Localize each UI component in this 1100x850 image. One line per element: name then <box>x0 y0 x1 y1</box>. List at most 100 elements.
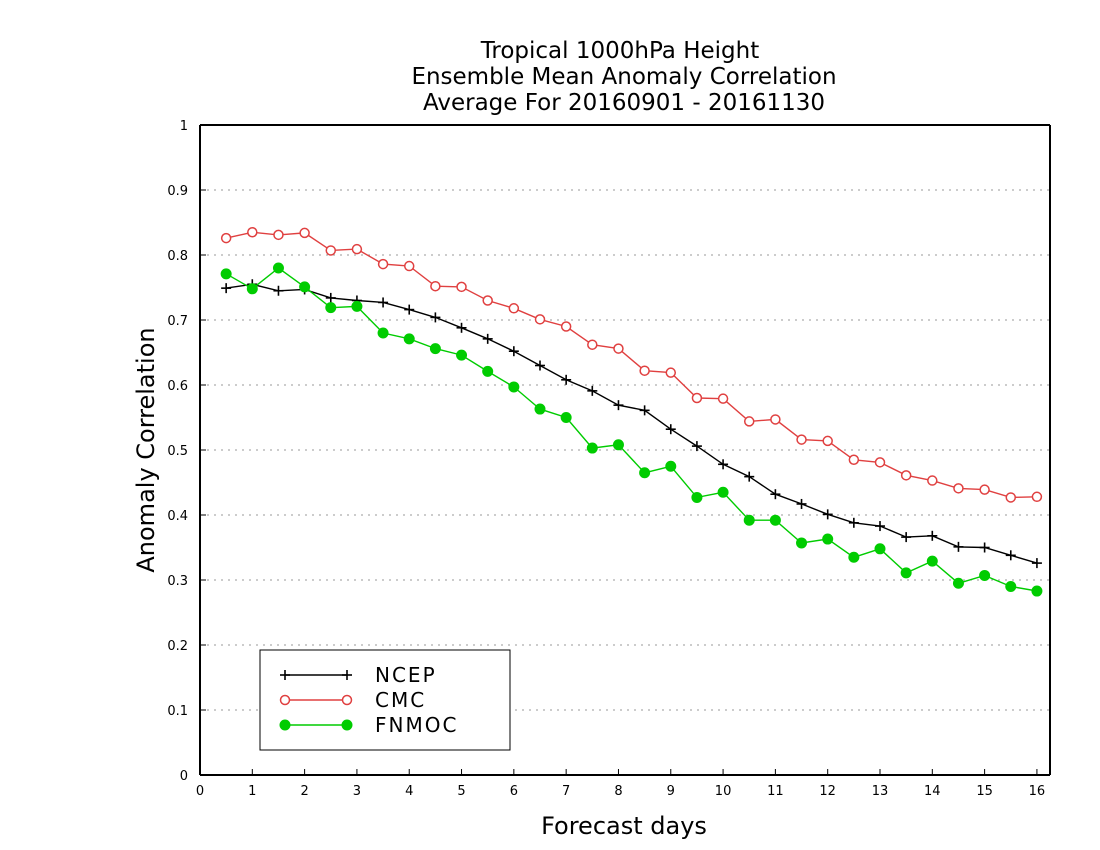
legend-label-ncep: NCEP <box>375 663 437 687</box>
x-tick-label-7: 7 <box>562 784 570 799</box>
x-tick-label-3: 3 <box>353 784 361 799</box>
point-ncep-27 <box>927 530 938 541</box>
x-tick-label-12: 12 <box>819 784 836 799</box>
point-ncep-10 <box>482 333 493 344</box>
point-cmc-15 <box>613 343 624 354</box>
point-cmc-14 <box>587 339 598 350</box>
point-cmc-7 <box>403 260 415 272</box>
chart-title: Tropical 1000hPa Height Ensemble Mean An… <box>411 38 836 116</box>
point-cmc-22 <box>796 434 807 445</box>
point-cmc-28 <box>953 483 964 494</box>
point-ncep-13 <box>561 374 572 385</box>
series-ncep <box>221 279 1042 569</box>
point-fnmoc-16 <box>639 467 651 479</box>
point-fnmoc-30 <box>1005 581 1017 592</box>
point-fnmoc-24 <box>848 551 860 563</box>
point-cmc-5 <box>351 243 363 255</box>
y-tick-label-2: 0.2 <box>167 639 188 654</box>
y-tick-label-7: 0.7 <box>167 314 188 329</box>
x-tick-label-2: 2 <box>300 784 308 799</box>
point-fnmoc-28 <box>952 577 964 589</box>
legend-marker-left-cmc <box>279 694 291 706</box>
point-fnmoc-17 <box>665 460 677 472</box>
y-tick-label-4: 0.4 <box>167 509 188 524</box>
point-cmc-6 <box>377 258 389 270</box>
point-fnmoc-15 <box>612 439 624 451</box>
point-fnmoc-14 <box>586 442 598 454</box>
x-tick-label-16: 16 <box>1029 784 1046 799</box>
point-cmc-29 <box>979 484 990 495</box>
point-cmc-4 <box>325 245 337 256</box>
point-fnmoc-18 <box>691 491 703 503</box>
point-ncep-12 <box>535 360 545 371</box>
point-cmc-8 <box>430 280 441 292</box>
point-cmc-24 <box>848 454 860 465</box>
point-fnmoc-22 <box>796 537 808 549</box>
x-tick-label-1: 1 <box>248 784 256 799</box>
point-cmc-21 <box>770 414 781 425</box>
point-cmc-1 <box>247 227 258 238</box>
point-cmc-18 <box>691 392 703 404</box>
point-fnmoc-23 <box>822 533 834 545</box>
point-ncep-14 <box>587 385 598 396</box>
point-cmc-16 <box>639 365 650 376</box>
point-ncep-7 <box>404 304 415 315</box>
chart-title-line-3: Average For 20160901 - 20161130 <box>423 90 825 116</box>
point-cmc-25 <box>874 457 886 468</box>
x-tick-label-8: 8 <box>614 784 622 799</box>
point-ncep-20 <box>744 471 755 482</box>
x-tick-label-14: 14 <box>924 784 941 799</box>
point-cmc-12 <box>534 314 546 325</box>
y-tick-label-5: 0.5 <box>167 444 188 459</box>
y-tick-label-3: 0.3 <box>167 574 188 589</box>
point-ncep-28 <box>953 541 964 552</box>
y-tick-label-9: 0.9 <box>167 184 188 199</box>
point-ncep-22 <box>796 498 807 509</box>
point-ncep-4 <box>325 292 336 303</box>
x-tick-label-13: 13 <box>872 784 889 799</box>
point-cmc-23 <box>822 435 833 447</box>
legend-label-cmc: CMC <box>375 688 426 712</box>
point-fnmoc-11 <box>508 381 520 393</box>
point-cmc-11 <box>508 303 520 314</box>
axes <box>199 124 1051 776</box>
point-fnmoc-8 <box>429 343 441 355</box>
point-fnmoc-2 <box>272 262 284 274</box>
point-ncep-19 <box>718 459 729 470</box>
x-tick-label-10: 10 <box>715 784 732 799</box>
chart-title-line-2: Ensemble Mean Anomaly Correlation <box>411 64 836 90</box>
point-ncep-24 <box>848 517 859 528</box>
point-ncep-17 <box>665 424 676 435</box>
y-tick-label-6: 0.6 <box>167 379 188 394</box>
point-ncep-29 <box>979 542 990 553</box>
point-fnmoc-1 <box>246 283 258 295</box>
y-axis-label: Anomaly Correlation <box>132 327 160 572</box>
point-fnmoc-29 <box>979 569 991 581</box>
point-fnmoc-10 <box>482 365 494 377</box>
legend-marker-right-fnmoc <box>341 719 353 731</box>
point-ncep-21 <box>770 489 781 500</box>
point-cmc-13 <box>560 321 572 332</box>
point-fnmoc-3 <box>299 281 311 293</box>
point-ncep-11 <box>508 346 519 357</box>
point-fnmoc-9 <box>456 349 468 361</box>
point-ncep-26 <box>901 532 912 543</box>
point-fnmoc-7 <box>403 333 415 345</box>
x-tick-label-5: 5 <box>457 784 465 799</box>
point-ncep-25 <box>875 521 885 532</box>
point-cmc-19 <box>717 393 729 404</box>
point-ncep-23 <box>822 509 833 520</box>
x-tick-label-15: 15 <box>976 784 993 799</box>
point-cmc-17 <box>665 367 677 378</box>
point-cmc-27 <box>927 475 938 486</box>
point-fnmoc-25 <box>874 543 886 555</box>
point-ncep-16 <box>639 405 650 416</box>
point-cmc-20 <box>743 416 755 427</box>
point-cmc-26 <box>900 470 912 481</box>
y-tick-label-10: 1 <box>180 119 188 134</box>
legend-marker-left-ncep <box>280 670 290 680</box>
point-ncep-2 <box>273 285 284 296</box>
grid <box>200 189 1050 711</box>
